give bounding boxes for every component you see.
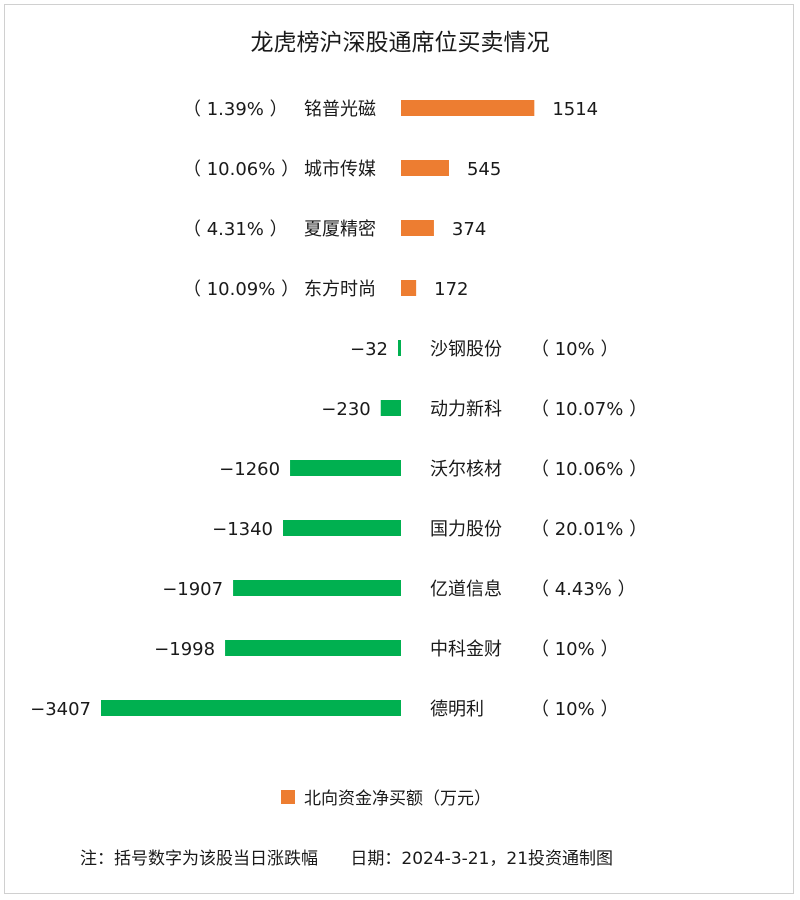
change-label: （ 10% ） bbox=[531, 339, 618, 360]
category-label: 亿道信息 bbox=[430, 579, 502, 600]
footnote: 注：括号数字为该股当日涨跌幅 日期：2024-3-21，21投资通制图 bbox=[80, 849, 613, 869]
change-label: （ 4.31% ） bbox=[183, 219, 288, 240]
bar bbox=[290, 460, 401, 476]
chart-title: 龙虎榜沪深股通席位买卖情况 bbox=[251, 30, 550, 56]
change-label: （ 10% ） bbox=[531, 639, 618, 660]
category-label: 沙钢股份 bbox=[430, 339, 502, 360]
data-label: −1907 bbox=[162, 579, 223, 600]
category-label: 城市传媒 bbox=[304, 159, 376, 180]
change-label: （ 10.07% ） bbox=[531, 399, 647, 420]
category-label: 夏厦精密 bbox=[304, 219, 376, 240]
bar bbox=[401, 160, 449, 176]
legend-label: 北向资金净买额（万元） bbox=[304, 789, 491, 809]
data-label: 545 bbox=[467, 159, 501, 180]
change-label: （ 1.39% ） bbox=[183, 99, 288, 120]
category-label: 沃尔核材 bbox=[430, 459, 502, 480]
legend-swatch bbox=[281, 790, 295, 804]
data-label: −1260 bbox=[219, 459, 280, 480]
category-label: 德明利 bbox=[430, 699, 484, 720]
category-label: 铭普光磁 bbox=[304, 99, 376, 120]
data-label: −1340 bbox=[212, 519, 273, 540]
bar bbox=[225, 640, 401, 656]
bar bbox=[401, 280, 417, 296]
data-label: −1998 bbox=[154, 639, 215, 660]
bar bbox=[233, 580, 401, 596]
change-label: （ 10.09% ） bbox=[183, 279, 299, 300]
category-label: 国力股份 bbox=[430, 519, 502, 540]
data-label: −3407 bbox=[30, 699, 91, 720]
bar bbox=[101, 700, 401, 716]
data-label: −32 bbox=[350, 339, 388, 360]
data-label: 172 bbox=[434, 279, 468, 300]
data-label: 374 bbox=[452, 219, 486, 240]
change-label: （ 10.06% ） bbox=[183, 159, 299, 180]
category-label: 中科金财 bbox=[430, 639, 502, 660]
change-label: （ 10% ） bbox=[531, 699, 618, 720]
category-label: 动力新科 bbox=[430, 399, 502, 420]
change-label: （ 20.01% ） bbox=[531, 519, 647, 540]
data-label: 1514 bbox=[552, 99, 598, 120]
chart-frame bbox=[4, 4, 794, 894]
data-label: −230 bbox=[321, 399, 370, 420]
bar bbox=[401, 100, 535, 116]
bar bbox=[380, 400, 401, 416]
category-label: 东方时尚 bbox=[304, 279, 376, 300]
bar bbox=[398, 340, 401, 356]
change-label: （ 4.43% ） bbox=[531, 579, 636, 600]
change-label: （ 10.06% ） bbox=[531, 459, 647, 480]
bar bbox=[283, 520, 401, 536]
bar bbox=[401, 220, 434, 236]
